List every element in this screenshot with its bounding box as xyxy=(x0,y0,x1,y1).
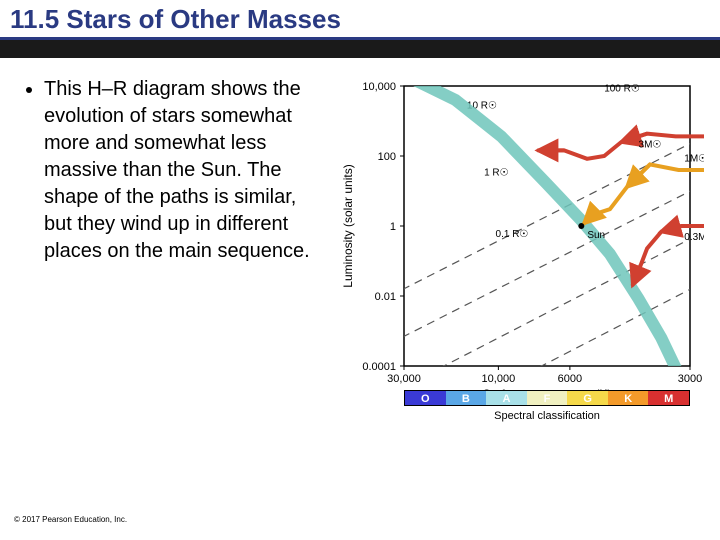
svg-text:10,000: 10,000 xyxy=(362,81,396,93)
slide-title: 11.5 Stars of Other Masses xyxy=(10,4,710,35)
svg-text:0.3M☉: 0.3M☉ xyxy=(684,232,704,243)
spectral-class: O xyxy=(405,391,446,405)
title-underline xyxy=(0,40,720,58)
svg-text:1: 1 xyxy=(390,221,396,233)
svg-text:100: 100 xyxy=(378,151,396,163)
spectral-class: K xyxy=(608,391,649,405)
svg-text:Luminosity (solar units): Luminosity (solar units) xyxy=(341,164,355,287)
svg-text:0.01: 0.01 xyxy=(375,291,396,303)
spectral-class: G xyxy=(567,391,608,405)
svg-text:Sun: Sun xyxy=(587,230,605,241)
svg-text:30,000: 30,000 xyxy=(387,373,421,385)
svg-text:6000: 6000 xyxy=(558,373,582,385)
title-bar: 11.5 Stars of Other Masses xyxy=(0,0,720,40)
bullet-list: This H–R diagram shows the evolution of … xyxy=(24,76,314,265)
spectral-class: M xyxy=(648,391,689,405)
spectral-class: B xyxy=(446,391,487,405)
spectral-class: F xyxy=(527,391,568,405)
slide: 11.5 Stars of Other Masses This H–R diag… xyxy=(0,0,720,540)
spectral-class: A xyxy=(486,391,527,405)
spectral-label: Spectral classification xyxy=(404,410,690,422)
svg-text:0.1 R☉: 0.1 R☉ xyxy=(496,229,529,240)
spectral-box: OBAFGKM Spectral classification xyxy=(404,390,690,422)
bullet-item: This H–R diagram shows the evolution of … xyxy=(44,76,314,265)
bullet-column: This H–R diagram shows the evolution of … xyxy=(24,76,324,446)
slide-body: This H–R diagram shows the evolution of … xyxy=(0,58,720,456)
svg-text:3M☉: 3M☉ xyxy=(639,140,662,151)
copyright: © 2017 Pearson Education, Inc. xyxy=(14,515,127,524)
svg-text:1 R☉: 1 R☉ xyxy=(484,168,509,179)
svg-text:10,000: 10,000 xyxy=(482,373,516,385)
svg-text:1M☉: 1M☉ xyxy=(684,154,704,165)
svg-text:100 R☉: 100 R☉ xyxy=(604,84,640,95)
svg-text:3000: 3000 xyxy=(678,373,702,385)
svg-text:0.0001: 0.0001 xyxy=(362,361,396,373)
spectral-bar: OBAFGKM xyxy=(404,390,690,406)
chart-column: 100 R☉10 R☉1 R☉0.1 R☉3M☉1M☉0.3M☉Sun10,00… xyxy=(324,76,706,446)
